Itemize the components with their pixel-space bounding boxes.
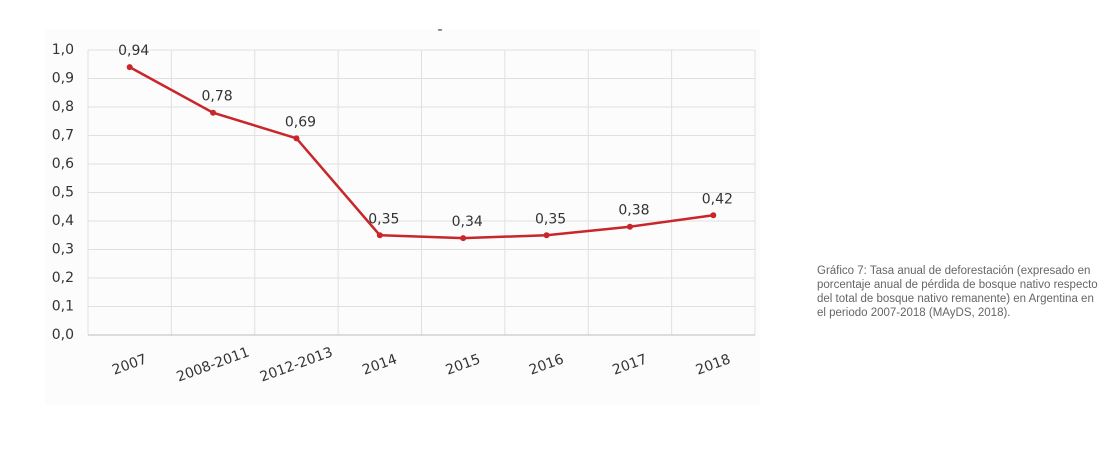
point [543, 232, 550, 239]
chart-title: - [437, 22, 442, 38]
point [293, 135, 300, 142]
data-label: 0,94 [118, 43, 149, 59]
y-tick-label: 0,1 [52, 299, 74, 315]
y-tick-label: 0,5 [52, 185, 74, 201]
y-tick-label: 0,4 [52, 213, 74, 229]
line [129, 66, 714, 240]
chart-background [45, 30, 760, 405]
point [210, 109, 217, 116]
point [376, 232, 383, 239]
data-label: 0,35 [368, 211, 399, 227]
y-tick-label: 0,2 [52, 270, 74, 286]
y-tick-label: 0,9 [52, 71, 74, 87]
y-tick-label: 1,0 [52, 42, 74, 58]
y-tick-label: 0,6 [52, 156, 74, 172]
data-label: 0,34 [452, 214, 483, 230]
point [126, 64, 133, 71]
data-label: 0,78 [201, 89, 232, 105]
y-tick-label: 0,0 [52, 327, 74, 343]
data-label: 0,69 [285, 114, 316, 130]
y-tick-label: 0,8 [52, 99, 74, 115]
caption: Gráfico 7: Tasa anual de deforestación (… [817, 265, 1098, 319]
point [460, 235, 467, 242]
data-label: 0,35 [535, 211, 566, 227]
data-label: 0,38 [618, 203, 649, 219]
y-tick-label: 0,7 [52, 128, 74, 144]
data-label: 0,42 [702, 191, 733, 207]
point [710, 212, 717, 219]
y-tick-label: 0,3 [52, 242, 74, 258]
point [626, 223, 633, 230]
